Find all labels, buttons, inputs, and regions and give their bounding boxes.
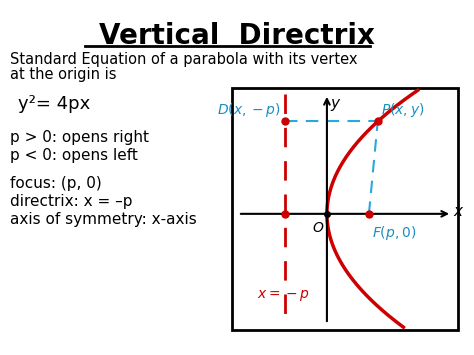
Text: x: x — [453, 204, 462, 219]
Text: axis of symmetry: x-axis: axis of symmetry: x-axis — [10, 212, 197, 227]
Text: $F(p, 0)$: $F(p, 0)$ — [372, 224, 416, 242]
Text: at the origin is: at the origin is — [10, 67, 117, 82]
Text: $x = -p$: $x = -p$ — [256, 288, 310, 303]
Text: focus: (p, 0): focus: (p, 0) — [10, 176, 102, 191]
Text: p < 0: opens left: p < 0: opens left — [10, 148, 138, 163]
Text: y²= 4px: y²= 4px — [18, 95, 90, 113]
Text: $D(x, -p)$: $D(x, -p)$ — [218, 102, 281, 119]
Bar — [232, 88, 458, 330]
Text: Standard Equation of a parabola with its vertex: Standard Equation of a parabola with its… — [10, 52, 357, 67]
Text: $P(x, y)$: $P(x, y)$ — [381, 102, 424, 119]
Text: directrix: x = –p: directrix: x = –p — [10, 194, 133, 209]
Text: y: y — [330, 96, 339, 111]
Text: Vertical  Directrix: Vertical Directrix — [99, 22, 375, 50]
Text: O: O — [312, 221, 323, 235]
Text: p > 0: opens right: p > 0: opens right — [10, 130, 149, 145]
